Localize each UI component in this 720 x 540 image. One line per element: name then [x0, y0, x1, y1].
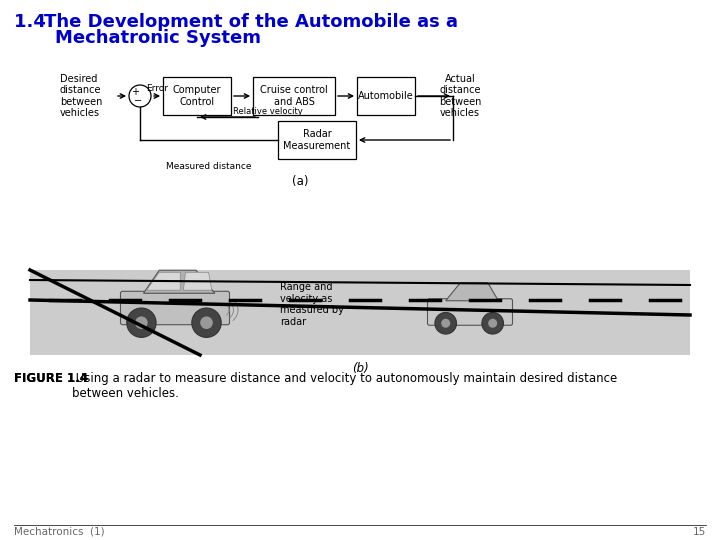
Circle shape [135, 316, 148, 329]
Text: 15: 15 [693, 527, 706, 537]
Circle shape [488, 319, 498, 328]
Text: Automobile: Automobile [358, 91, 414, 101]
Text: Desired
distance
between
vehicles: Desired distance between vehicles [60, 73, 102, 118]
Polygon shape [184, 272, 212, 290]
Text: 1.4: 1.4 [14, 13, 52, 31]
Circle shape [129, 85, 151, 107]
Text: Cruise control
and ABS: Cruise control and ABS [260, 85, 328, 107]
Text: Computer
Control: Computer Control [173, 85, 221, 107]
Polygon shape [147, 272, 180, 290]
FancyBboxPatch shape [428, 299, 513, 325]
Circle shape [200, 316, 213, 329]
Text: Error: Error [146, 84, 168, 93]
Text: −: − [134, 96, 142, 106]
Text: Actual
distance
between
vehicles: Actual distance between vehicles [438, 73, 481, 118]
Circle shape [127, 308, 156, 338]
Text: FIGURE 1.4: FIGURE 1.4 [14, 372, 88, 385]
FancyBboxPatch shape [120, 291, 230, 325]
Polygon shape [143, 270, 215, 293]
Circle shape [441, 319, 450, 328]
Polygon shape [446, 283, 498, 301]
Circle shape [192, 308, 221, 338]
Text: (a): (a) [292, 176, 308, 188]
Text: The Development of the Automobile as a: The Development of the Automobile as a [44, 13, 458, 31]
Text: Radar
Measurement: Radar Measurement [284, 129, 351, 151]
Polygon shape [30, 270, 690, 355]
Text: Mechatronics  (1): Mechatronics (1) [14, 527, 104, 537]
Bar [357, 77, 415, 115]
Circle shape [435, 313, 456, 334]
Circle shape [482, 313, 503, 334]
Text: Measured distance: Measured distance [166, 162, 252, 171]
Text: +: + [131, 87, 139, 97]
Text: Using a radar to measure distance and velocity to autonomously maintain desired : Using a radar to measure distance and ve… [72, 372, 617, 400]
Bar [253, 77, 335, 115]
Bar [163, 77, 231, 115]
Text: Relative velocity: Relative velocity [233, 107, 302, 116]
Text: FIGURE 1.4: FIGURE 1.4 [14, 372, 88, 385]
Text: Range and
velocity as
measured by
radar: Range and velocity as measured by radar [280, 282, 344, 327]
Text: (b): (b) [351, 362, 369, 375]
Bar [278, 121, 356, 159]
Text: Mechatronic System: Mechatronic System [55, 29, 261, 47]
